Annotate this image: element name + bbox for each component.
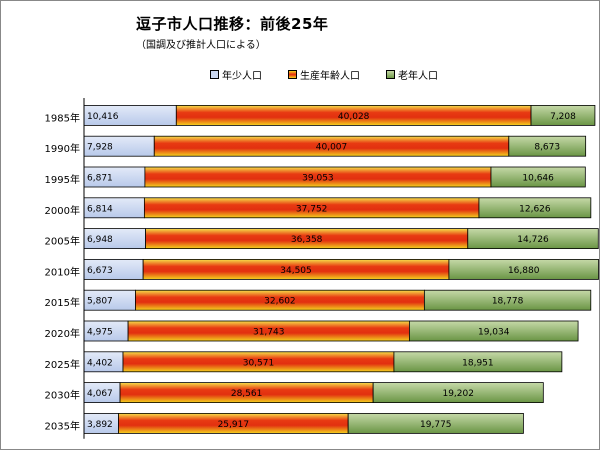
value-label-young: 6,673 <box>87 266 113 276</box>
legend-label-young: 年少人口 <box>222 71 262 82</box>
bar-elderly <box>372 382 544 404</box>
legend-swatch-young <box>210 70 219 79</box>
value-label-young: 4,067 <box>87 389 113 399</box>
bar-elderly <box>448 258 599 280</box>
labels-layer: 1985年 10,416 40,028 7,208 1990年 7,928 40,007 8,… <box>45 111 577 432</box>
chart-subtitle: （国調及び推計人口による） <box>136 40 266 51</box>
value-label-working: 39,053 <box>302 174 334 184</box>
value-label-elderly: 12,626 <box>519 204 551 214</box>
value-label-working: 40,007 <box>316 143 348 153</box>
value-label-elderly: 14,726 <box>517 235 549 245</box>
category-label: 2005年 <box>45 235 80 248</box>
value-label-elderly: 19,775 <box>420 420 452 430</box>
legend-swatch-elderly <box>386 70 395 79</box>
value-label-elderly: 19,202 <box>442 389 474 399</box>
legend-label-elderly: 老年人口 <box>398 71 438 82</box>
bar-elderly <box>508 135 587 157</box>
value-label-elderly: 18,951 <box>462 358 494 368</box>
category-label: 2010年 <box>45 265 80 278</box>
value-label-young: 7,928 <box>87 143 113 153</box>
legend-item-working: 生産年齢人口 <box>288 67 360 82</box>
category-label: 2015年 <box>45 296 80 309</box>
value-label-working: 31,743 <box>253 328 285 338</box>
value-label-working: 32,602 <box>264 297 296 307</box>
chart-title: 逗子市人口推移：前後25年 <box>136 15 329 33</box>
value-label-elderly: 19,034 <box>478 328 510 338</box>
chart-legend: 年少人口 生産年齢人口 老年人口 <box>210 67 438 82</box>
value-label-young: 6,814 <box>87 204 113 214</box>
value-label-working: 34,505 <box>280 266 312 276</box>
legend-label-working: 生産年齢人口 <box>300 71 360 82</box>
category-label: 2000年 <box>45 204 80 217</box>
value-label-young: 4,975 <box>87 328 113 338</box>
value-label-elderly: 8,673 <box>534 143 560 153</box>
value-label-young: 10,416 <box>87 112 119 122</box>
value-label-young: 4,402 <box>87 358 113 368</box>
value-label-young: 5,807 <box>87 297 113 307</box>
legend-item-young: 年少人口 <box>210 67 262 82</box>
bar-elderly <box>408 320 579 342</box>
value-label-elderly: 7,208 <box>550 112 576 122</box>
bars-layer <box>83 105 599 434</box>
value-label-working: 25,917 <box>218 420 250 430</box>
value-label-young: 3,892 <box>87 420 113 430</box>
value-label-working: 36,358 <box>291 235 323 245</box>
bar-elderly <box>490 166 586 188</box>
value-label-elderly: 10,646 <box>522 174 554 184</box>
value-label-elderly: 18,778 <box>492 297 524 307</box>
value-label-working: 28,561 <box>231 389 263 399</box>
bar-elderly <box>423 289 592 311</box>
bar-elderly <box>530 105 596 126</box>
category-label: 2020年 <box>45 327 80 340</box>
category-label: 1985年 <box>45 111 80 124</box>
category-label: 2035年 <box>45 419 80 432</box>
value-label-working: 37,752 <box>296 204 328 214</box>
bar-elderly <box>393 351 563 373</box>
legend-item-elderly: 老年人口 <box>386 67 438 82</box>
category-label: 2025年 <box>45 358 80 371</box>
category-label: 2030年 <box>45 389 80 402</box>
category-label: 1995年 <box>45 173 80 186</box>
bar-elderly <box>467 228 599 250</box>
value-label-young: 6,871 <box>87 174 113 184</box>
value-label-young: 6,948 <box>87 235 113 245</box>
category-label: 1990年 <box>45 142 80 155</box>
value-label-working: 30,571 <box>243 358 275 368</box>
value-label-working: 40,028 <box>338 112 370 122</box>
value-label-elderly: 16,880 <box>508 266 540 276</box>
bar-elderly <box>347 412 524 434</box>
bar-elderly <box>478 197 592 219</box>
legend-swatch-working <box>288 70 297 79</box>
